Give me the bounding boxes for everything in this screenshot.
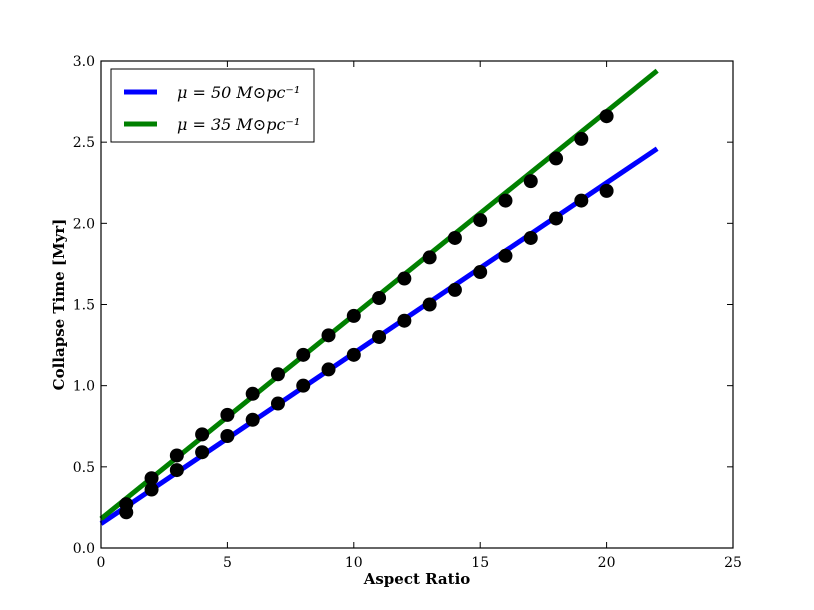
series-1-point xyxy=(599,183,614,198)
series-2-point xyxy=(549,151,564,166)
series-2-point xyxy=(498,193,513,208)
legend: μ = 50 M⊙pc⁻¹ μ = 35 M⊙pc⁻¹ xyxy=(110,68,315,143)
series-2-point xyxy=(397,271,412,286)
x-tick-label: 25 xyxy=(724,555,742,571)
y-tick-label: 1.5 xyxy=(73,298,95,314)
series-2-point xyxy=(372,291,387,306)
series-1-point xyxy=(523,230,538,245)
series-2-point xyxy=(473,213,488,228)
series-2-point xyxy=(447,230,462,245)
x-tick-label: 15 xyxy=(471,555,489,571)
series-1-point xyxy=(321,362,336,377)
y-axis-title: Collapse Time [Myr] xyxy=(50,219,68,391)
series-2-point xyxy=(296,347,311,362)
series-1-point xyxy=(422,297,437,312)
series-2-point xyxy=(195,427,210,442)
x-tick-label: 20 xyxy=(598,555,616,571)
x-tick-label: 5 xyxy=(223,555,232,571)
series-2-point xyxy=(245,386,260,401)
series-2-point xyxy=(574,131,589,146)
series-1-point xyxy=(447,282,462,297)
series-1-point xyxy=(245,412,260,427)
series-2-point xyxy=(169,448,184,463)
series-2-point xyxy=(144,471,159,486)
y-tick-label: 2.5 xyxy=(73,135,95,151)
y-axis: 0.0 0.5 1.0 1.5 2.0 2.5 3.0 xyxy=(73,54,733,557)
x-tick-label: 10 xyxy=(345,555,363,571)
y-tick-label: 0.0 xyxy=(73,541,95,557)
series-2-point xyxy=(523,174,538,189)
x-axis: 0 5 10 15 20 25 xyxy=(97,61,742,571)
y-tick-label: 3.0 xyxy=(73,54,95,70)
y-tick-label: 2.0 xyxy=(73,216,95,232)
x-axis-title: Aspect Ratio xyxy=(363,570,471,588)
series-1-point xyxy=(549,211,564,226)
series-1-point xyxy=(195,445,210,460)
series-1-point xyxy=(270,396,285,411)
series-2-point xyxy=(321,328,336,343)
series-1-point xyxy=(296,378,311,393)
y-tick-label: 1.0 xyxy=(73,379,95,395)
series-1-point xyxy=(346,347,361,362)
series-1-point xyxy=(372,329,387,344)
legend-box xyxy=(110,68,315,143)
series-2-point xyxy=(119,497,134,512)
series-1-point xyxy=(144,482,159,497)
series-1-point xyxy=(473,265,488,280)
legend-label-series-1: μ = 50 M⊙pc⁻¹ xyxy=(177,83,300,102)
series-1-point xyxy=(498,248,513,263)
series-1-point xyxy=(220,428,235,443)
y-tick-label: 0.5 xyxy=(73,460,95,476)
series-1-point xyxy=(574,193,589,208)
series-2-point xyxy=(270,367,285,382)
series-2-point xyxy=(220,407,235,422)
series-2-point xyxy=(599,109,614,124)
series-2-point xyxy=(346,308,361,323)
series-1-point xyxy=(397,313,412,328)
legend-label-series-2: μ = 35 M⊙pc⁻¹ xyxy=(177,115,300,134)
x-tick-label: 0 xyxy=(97,555,106,571)
series-1-point xyxy=(169,463,184,478)
series-points xyxy=(119,109,614,520)
series-2-point xyxy=(422,250,437,265)
